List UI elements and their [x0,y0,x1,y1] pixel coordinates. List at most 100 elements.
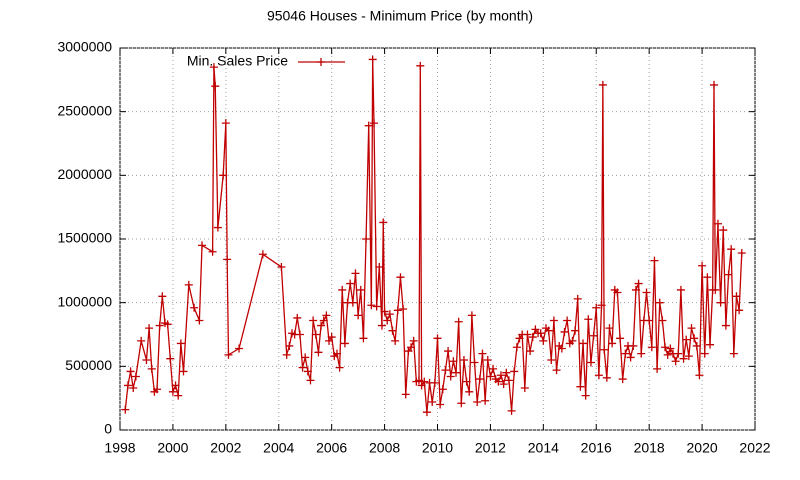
point-marker [459,355,468,364]
point-marker [441,366,450,375]
point-marker [642,288,651,297]
point-marker [444,347,453,356]
point-marker [158,292,167,301]
point-marker [126,367,135,376]
point-marker [142,355,151,364]
point-marker [584,315,593,324]
point-marker [364,121,373,130]
point-marker [666,344,675,353]
point-marker [631,285,640,294]
point-marker [613,288,622,297]
point-marker [311,330,320,339]
point-marker [362,235,371,243]
point-marker [650,256,659,265]
point-marker [713,219,722,228]
point-marker [568,336,577,345]
point-marker [322,311,331,320]
point-marker [179,367,188,376]
y-tick-label: 1500000 [57,230,112,246]
point-marker [351,269,360,278]
point-marker [370,119,378,128]
point-marker [698,261,707,270]
point-marker [732,292,741,301]
point-marker [634,279,643,288]
point-marker [129,383,138,392]
x-tick-label: 2008 [369,440,400,456]
point-marker [581,391,590,400]
point-marker [510,367,519,376]
point-marker [536,329,545,338]
point-marker [563,316,572,325]
point-marker [618,375,627,384]
point-marker [385,310,394,319]
point-marker [703,273,712,282]
point-marker [420,377,429,386]
point-marker [332,349,341,358]
point-marker [211,82,220,91]
point-marker [446,372,455,381]
point-marker [454,317,463,326]
x-tick-label: 2006 [316,440,347,456]
point-marker [671,357,680,366]
point-marker [209,63,218,72]
point-marker [301,353,310,362]
point-marker [396,273,405,282]
point-marker [489,364,498,373]
point-marker [512,343,521,352]
point-marker [598,80,607,89]
point-marker [721,321,730,330]
point-marker [605,324,614,333]
y-tick-label: 2500000 [57,102,112,118]
point-marker [282,350,291,359]
point-marker [486,372,495,381]
point-marker [481,396,490,405]
point-marker [147,364,156,373]
point-marker [502,368,511,377]
point-marker [223,255,232,264]
point-marker [449,357,458,366]
point-marker [616,334,625,343]
point-marker [393,306,402,315]
point-marker [597,301,606,310]
point-marker [354,311,363,320]
series-line [124,59,743,413]
point-marker [430,378,439,387]
point-marker [452,368,461,377]
point-marker [497,371,505,380]
y-tick-label: 3000000 [57,39,112,55]
x-tick-label: 2004 [263,440,294,456]
point-marker [213,223,222,232]
point-marker [184,280,193,289]
point-marker [690,334,699,343]
point-marker [653,364,662,373]
point-marker [221,119,230,128]
point-marker [737,249,746,258]
point-marker [137,336,146,345]
point-marker [367,301,376,310]
point-marker [428,397,437,406]
point-marker [709,80,718,89]
point-marker [539,336,548,345]
point-marker [383,316,392,325]
point-marker [433,334,442,343]
point-marker [407,343,416,352]
point-marker [163,320,172,329]
point-marker [608,339,617,348]
point-marker [528,333,537,342]
point-marker [473,397,482,406]
point-marker [626,353,635,362]
point-marker [190,303,199,312]
point-marker [438,385,447,394]
point-marker [483,355,492,364]
point-marker [285,341,294,350]
point-marker [462,377,471,386]
point-marker [711,285,720,294]
point-marker [692,341,701,350]
point-marker [679,354,688,363]
point-marker [494,377,503,386]
point-marker [379,218,388,227]
point-marker [388,326,397,335]
point-marker [368,55,377,64]
point-marker [547,355,556,364]
